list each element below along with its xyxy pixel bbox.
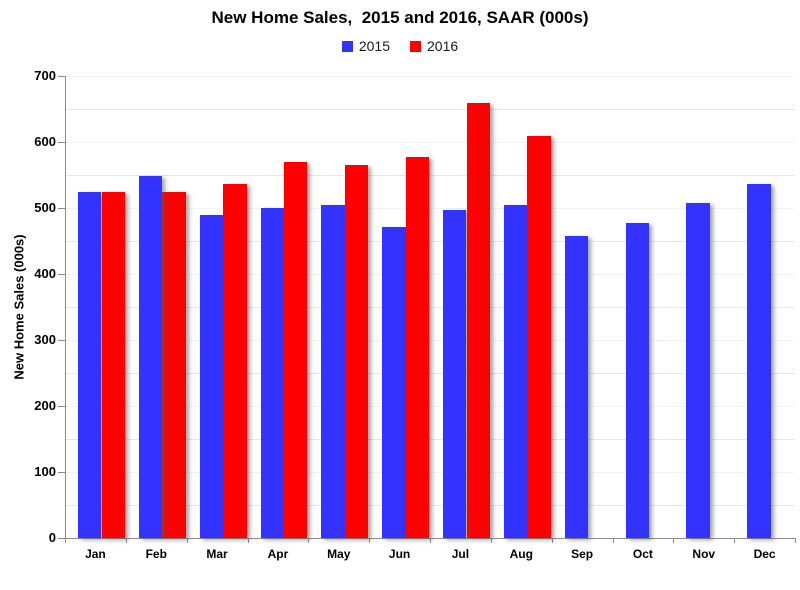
legend-swatch-2016 [410,40,421,52]
y-tick-label: 500 [34,200,56,215]
x-axis-tick [795,538,796,543]
x-tick-label: Jan [85,547,106,561]
gridline-minor [65,109,795,110]
x-tick-label: Apr [267,547,289,561]
y-tick-label: 600 [34,134,56,149]
gridline-major [65,274,795,275]
plot-area [58,76,796,543]
y-axis-line [65,76,66,539]
x-tick-label: Sep [571,547,594,561]
gridline-minor [65,241,795,242]
x-axis-tick [734,538,736,543]
gridline-major [65,142,795,143]
bar-2015-jul [443,209,467,538]
y-axis-tick [58,208,65,209]
x-tick-label: Mar [206,547,228,561]
gridline-major [65,76,795,77]
gridline-minor [65,373,795,374]
bar-2016-may [344,165,369,538]
x-tick-label: Jun [388,547,411,561]
bar-2015-feb [138,176,163,538]
x-axis-tick [490,538,492,543]
legend: 2015 2016 [0,38,800,54]
x-axis-tick [612,538,614,543]
y-tick-label: 200 [34,398,56,413]
bar-2016-apr [284,161,308,538]
x-axis-tick [430,538,431,543]
x-axis-tick [247,538,249,543]
legend-swatch-2015 [341,40,353,52]
bar-2016-jun [405,156,430,538]
bar-2015-jun [382,227,406,538]
gridline-minor [65,307,795,308]
gridline-major [65,406,795,407]
bar-2015-mar [199,215,224,538]
legend-label-2015: 2015 [358,38,390,54]
y-axis-tick [58,142,65,143]
y-tick-label: 300 [34,332,56,347]
bar-2016-jul [466,103,490,538]
x-axis-tick [308,538,310,543]
bar-2016-mar [223,183,247,538]
y-axis-title: New Home Sales (000s) [11,234,27,380]
bar-2016-jan [101,191,125,538]
gridline-major [65,208,795,209]
bar-2015-apr [260,208,284,538]
x-axis-tick [369,538,371,543]
bar-2016-aug [527,136,551,538]
y-axis-tick [58,340,65,341]
bar-2015-may [321,204,345,538]
x-tick-label: Dec [753,547,776,561]
gridline-major [65,340,795,341]
y-axis-tick [58,406,65,407]
gridline-minor [65,439,795,440]
y-tick-label: 400 [34,266,56,281]
bar-2015-nov [686,202,710,538]
legend-item-2015: 2015 [341,38,390,54]
x-tick-label: Oct [632,547,653,561]
x-axis-tick [65,538,66,543]
y-axis-tick [58,538,65,539]
y-tick-label: 100 [34,464,56,479]
bar-2015-aug [503,205,528,538]
y-axis-tick [58,274,65,275]
legend-label-2016: 2016 [427,38,459,54]
bar-2016-feb [162,192,186,538]
x-tick-label: Nov [692,547,716,561]
bar-2015-dec [747,183,771,538]
bar-2015-jan [78,192,102,538]
x-tick-label: Jul [451,547,470,561]
bar-2015-oct [625,223,649,538]
y-tick-label: 0 [48,530,56,545]
x-tick-label: Aug [509,547,533,561]
chart-title: New Home Sales, 2015 and 2016, SAAR (000… [211,8,589,27]
x-axis-tick [551,538,553,543]
y-tick-label: 700 [34,68,56,83]
x-axis-tick [186,538,188,543]
gridline-major [65,472,795,473]
legend-item-2016: 2016 [410,38,458,54]
x-tick-label: May [327,547,351,561]
y-axis-tick [58,76,65,77]
gridline-minor [65,175,795,176]
y-axis-tick [58,472,65,473]
bar-2015-sep [564,236,589,538]
x-tick-label: Feb [145,547,167,561]
gridline-minor [65,505,795,506]
x-axis-tick [125,538,127,543]
x-axis-tick [673,538,675,543]
